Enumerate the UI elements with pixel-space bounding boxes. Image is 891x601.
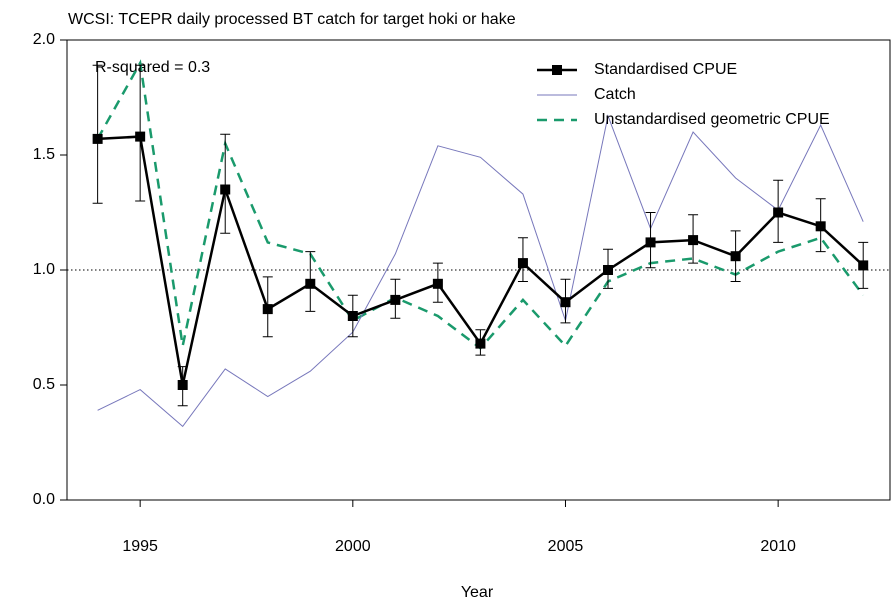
x-tick-label: 2005 [548,538,584,555]
plot-frame [66,39,891,501]
legend-label: Standardised CPUE [594,61,737,78]
point [603,265,614,275]
y-tick-label: 0.0 [33,491,55,508]
point [475,338,486,349]
point [517,258,528,269]
annotation: R-squared = 0.3 [95,59,210,76]
point [305,278,316,289]
point [858,260,869,271]
x-tick-label: 2010 [760,538,796,555]
point [220,184,231,195]
point [688,235,699,246]
series-line [96,59,865,350]
legend-label: Catch [594,86,636,103]
point [560,297,571,308]
point [432,278,443,289]
point [92,133,103,144]
point [730,251,741,262]
y-tick-label: 1.5 [33,146,55,163]
point [390,294,401,305]
point [773,207,784,218]
x-tick-label: 1995 [122,538,158,555]
legend-marker [552,65,562,75]
point [135,131,146,142]
point [177,380,188,390]
point [645,237,656,248]
error-bar [220,133,231,234]
point [262,304,273,315]
x-axis-label: Year [461,584,494,601]
y-tick-label: 0.5 [33,376,55,393]
y-tick-label: 2.0 [33,31,55,48]
chart-title: WCSI: TCEPR daily processed BT catch for… [68,11,516,28]
point [815,221,826,232]
point [347,311,358,321]
x-tick-label: 2000 [335,538,371,555]
legend-label: Unstandardised geometric CPUE [594,111,830,128]
series-line [97,114,864,428]
y-tick-label: 1.0 [33,261,55,278]
